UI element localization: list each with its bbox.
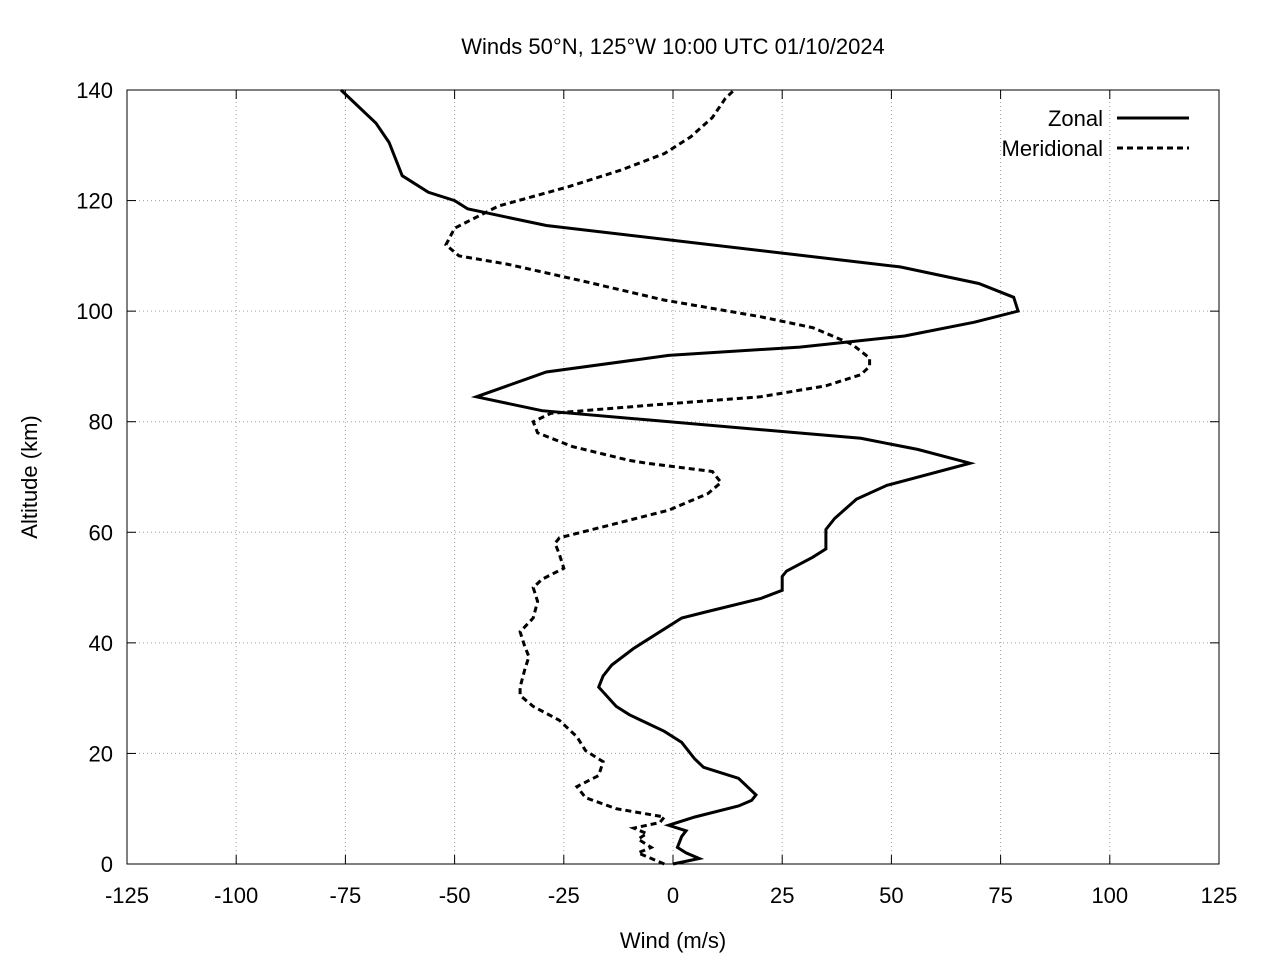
x-tick-label: 100 [1091,883,1128,908]
y-tick-label: 60 [89,520,113,545]
y-tick-label: 100 [76,299,113,324]
x-tick-label: -50 [439,883,471,908]
x-tick-label: 125 [1201,883,1238,908]
x-tick-label: 25 [770,883,794,908]
y-tick-label: 140 [76,78,113,103]
x-tick-label: 75 [988,883,1012,908]
legend: Zonal Meridional [1002,106,1189,161]
y-tick-label: 0 [101,852,113,877]
y-axis-label: Altitude (km) [17,415,42,538]
x-tick-label: -100 [214,883,258,908]
x-axis-label: Wind (m/s) [620,928,726,953]
legend-label-zonal: Zonal [1048,106,1103,131]
x-tick-label: 50 [879,883,903,908]
series-lines [339,88,1021,866]
grid [127,90,1219,864]
axis-ticks: -125 -100 -75 -50 -25 0 25 50 75 100 125 0 20 40 60 80 1… [76,78,1237,908]
y-tick-label: 80 [89,410,113,435]
plot-frame [126,89,1220,865]
x-tick-label: 0 [667,883,679,908]
legend-label-meridional: Meridional [1002,136,1104,161]
y-tick-label: 20 [89,741,113,766]
chart-title: Winds 50°N, 125°W 10:00 UTC 01/10/2024 [461,34,885,59]
x-tick-label: -75 [330,883,362,908]
x-tick-label: -25 [548,883,580,908]
series-line-zonal [339,88,1021,866]
y-tick-label: 40 [89,631,113,656]
series-line-meridional [444,88,872,866]
x-tick-label: -125 [105,883,149,908]
y-tick-label: 120 [76,189,113,214]
